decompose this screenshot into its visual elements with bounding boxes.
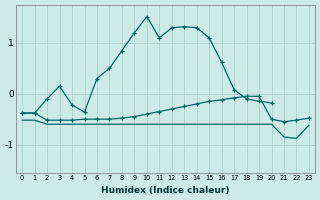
X-axis label: Humidex (Indice chaleur): Humidex (Indice chaleur): [101, 186, 230, 195]
